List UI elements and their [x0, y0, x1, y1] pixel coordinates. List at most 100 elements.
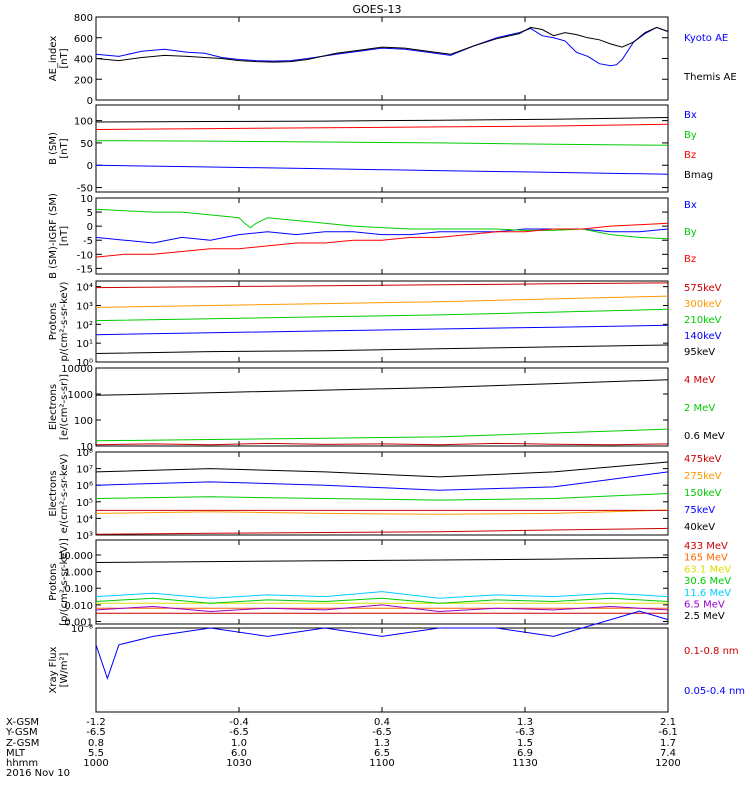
x-tick-label: 1.0 — [231, 738, 247, 749]
y-tick-label: 10⁴ — [76, 283, 93, 294]
legend-entry: 11.6 MeV — [684, 588, 731, 599]
x-tick-label: 2.1 — [660, 717, 676, 728]
legend-entry: 95keV — [684, 347, 715, 358]
y-axis-label: Electrons — [48, 384, 59, 430]
y-tick-label: 10¹ — [76, 339, 93, 350]
x-tick-label: 1000 — [83, 758, 108, 769]
series-line — [95, 509, 669, 515]
y-axis-label: AE_index — [48, 36, 59, 82]
series-line — [95, 461, 669, 478]
y-tick-label: 0 — [87, 161, 93, 172]
legend-entry: 2.5 MeV — [684, 611, 725, 622]
legend-entry: 0.05-0.4 nm — [684, 686, 745, 697]
y-tick-label: 0 — [87, 222, 93, 233]
y-tick-label: 10² — [76, 320, 93, 331]
y-tick-label: 800 — [74, 13, 93, 24]
series-line — [95, 228, 669, 244]
legend-entry: 63.1 MeV — [684, 564, 731, 575]
legend-entry: 475keV — [684, 454, 722, 465]
series-line — [95, 591, 669, 599]
x-tick-label: 1.5 — [517, 738, 533, 749]
x-row-label: Z-GSM — [6, 738, 39, 749]
y-tick-label: 1000 — [68, 390, 93, 401]
x-tick-label: 0.4 — [374, 717, 390, 728]
legend-entry: By — [684, 227, 697, 238]
x-tick-label: 1100 — [369, 758, 394, 769]
legend-entry: By — [684, 130, 697, 141]
legend-entry: Bz — [684, 150, 696, 161]
y-tick-label: 10⁸ — [76, 448, 93, 459]
series-line — [95, 610, 669, 680]
x-tick-label: 6.5 — [374, 748, 390, 759]
panel-frame — [95, 197, 669, 275]
series-line — [95, 164, 669, 175]
y-tick-label: 100 — [74, 416, 93, 427]
y-tick-label: 5 — [87, 208, 93, 219]
y-tick-label: -15 — [77, 264, 93, 275]
y-axis-label: Electrons — [48, 470, 59, 516]
legend-entry: 140keV — [684, 331, 722, 342]
x-row-label: Y-GSM — [5, 727, 38, 738]
series-line — [95, 597, 669, 604]
x-tick-label: 1.3 — [374, 738, 390, 749]
y-axis-label: [nT] — [59, 48, 70, 68]
y-tick-label: 400 — [74, 55, 93, 66]
series-line — [95, 428, 669, 442]
y-tick-label: 1.000 — [64, 568, 93, 579]
series-line — [95, 123, 669, 130]
y-tick-label: 10⁶ — [76, 481, 93, 492]
y-axis-label: [p/(cm²-s-sr-keV)] — [59, 538, 70, 626]
date-label: 2016 Nov 10 — [6, 768, 70, 779]
y-tick-label: 10000 — [61, 364, 93, 375]
series-line — [95, 222, 669, 258]
y-tick-label: 600 — [74, 34, 93, 45]
x-tick-label: 1030 — [226, 758, 251, 769]
panel-frame — [95, 451, 669, 536]
y-axis-label: p/(cm²-s-sr-keV) — [59, 281, 70, 361]
series-line — [95, 308, 669, 322]
panel-frame — [95, 539, 669, 625]
x-tick-label: 1130 — [512, 758, 537, 769]
legend-entry: Kyoto AE — [684, 33, 728, 44]
x-tick-label: 6.0 — [231, 748, 247, 759]
series-line — [95, 117, 669, 123]
legend-entry: 150keV — [684, 488, 722, 499]
y-axis-label: e/(cm²-s-sr-keV) — [59, 454, 70, 534]
y-tick-label: -10 — [77, 250, 93, 261]
y-axis-label: [nT] — [59, 138, 70, 158]
x-tick-label: 1200 — [655, 758, 680, 769]
series-line — [95, 344, 669, 354]
y-tick-label: 0.010 — [64, 601, 93, 612]
y-axis-label: Xray Flux — [48, 646, 59, 693]
y-tick-label: 200 — [74, 75, 93, 86]
y-tick-label: 10³ — [76, 531, 93, 542]
y-axis-label: B (SM)-IGRF (SM) — [48, 193, 59, 279]
legend-entry: 165 MeV — [684, 553, 728, 564]
y-axis-label: [W/m²] — [59, 652, 70, 687]
panel-frame — [95, 627, 669, 713]
legend-entry: 300keV — [684, 299, 722, 310]
y-tick-label: 10⁻⁸ — [71, 624, 93, 635]
legend-entry: 0.1-0.8 nm — [684, 646, 739, 657]
x-tick-label: -6.5 — [372, 727, 392, 738]
y-tick-label: 0.100 — [64, 584, 93, 595]
series-line — [95, 26, 669, 67]
series-line — [95, 208, 669, 240]
legend-entry: 433 MeV — [684, 541, 728, 552]
legend-entry: 275keV — [684, 471, 722, 482]
x-tick-label: -1.2 — [86, 717, 106, 728]
legend-entry: Themis AE — [683, 72, 737, 83]
series-line — [95, 557, 669, 563]
x-tick-label: -6.1 — [658, 727, 678, 738]
x-row-label: X-GSM — [6, 717, 39, 728]
series-line — [95, 604, 669, 613]
y-tick-label: 50 — [80, 139, 93, 150]
series-line — [95, 324, 669, 336]
y-tick-label: 10 — [80, 194, 93, 205]
legend-entry: 4 MeV — [684, 375, 715, 386]
x-tick-label: 7.4 — [660, 748, 676, 759]
y-axis-label: B (SM) — [48, 132, 59, 165]
x-tick-label: -6.5 — [229, 727, 249, 738]
